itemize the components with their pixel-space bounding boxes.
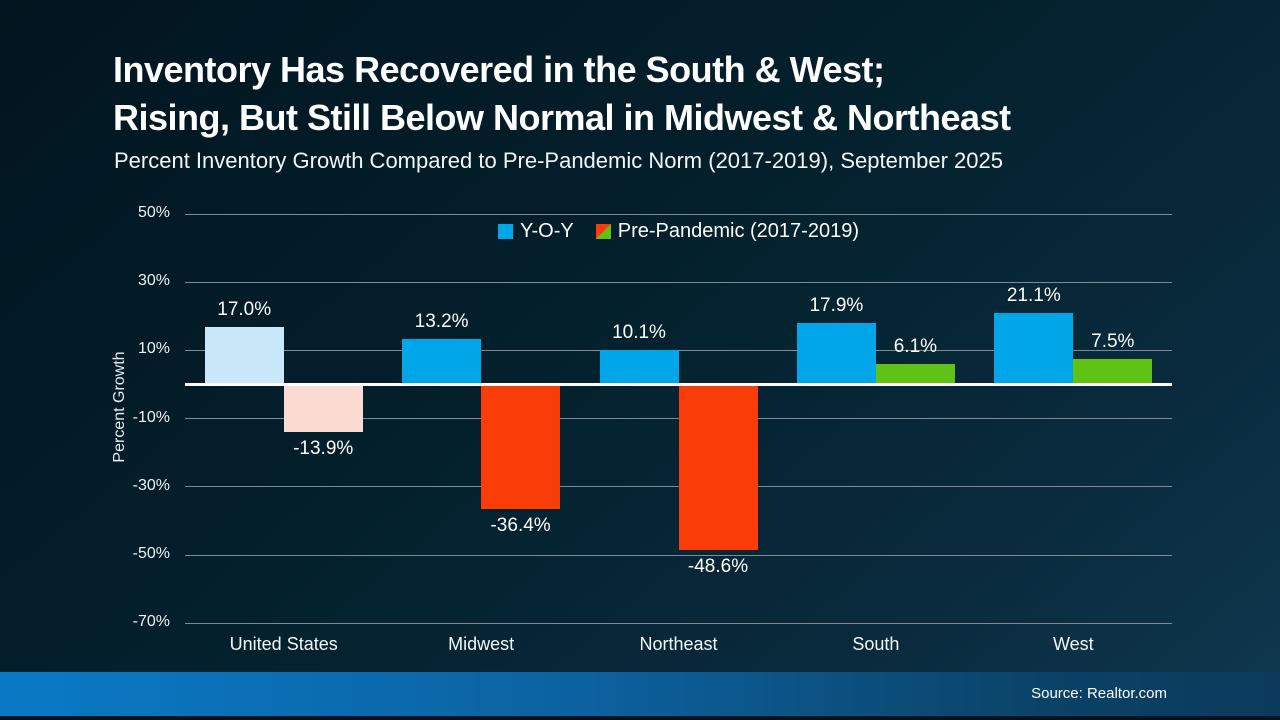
legend-item: Y-O-Y <box>498 220 574 243</box>
source-attribution: Source: Realtor.com <box>1031 685 1167 702</box>
bar-prepandemic <box>875 363 955 385</box>
gridline <box>185 349 1172 351</box>
bar-prepandemic <box>678 384 758 551</box>
y-tick-label: 10% <box>137 340 170 358</box>
y-tick-label: -30% <box>132 476 170 494</box>
category-label: Midwest <box>448 634 515 654</box>
bar-value-label: -13.9% <box>293 437 354 459</box>
bar-yoy <box>402 339 482 385</box>
chart-title-line-1: Inventory Has Recovered in the South & W… <box>113 49 885 90</box>
legend-label: Pre-Pandemic (2017-2019) <box>617 219 859 242</box>
category-label: United States <box>229 634 338 654</box>
footer-bar: Source: Realtor.com <box>0 672 1280 716</box>
legend-swatch-icon <box>498 223 513 239</box>
bar-yoy <box>994 312 1074 385</box>
bar-value-label: -36.4% <box>490 514 551 536</box>
bar-value-label: 17.9% <box>809 295 864 317</box>
bar-yoy <box>796 323 876 385</box>
y-tick-label: -50% <box>132 545 170 562</box>
bar-yoy <box>204 326 284 385</box>
gridline <box>185 622 1172 624</box>
zero-baseline <box>185 383 1172 386</box>
chart-title-line-2: Rising, But Still Below Normal in Midwes… <box>113 97 1011 138</box>
bar-value-label: 6.1% <box>893 335 938 357</box>
gridline <box>185 281 1172 283</box>
chart-legend: Y-O-Y Pre-Pandemic (2017-2019) <box>185 216 1172 246</box>
legend-label: Y-O-Y <box>520 219 574 242</box>
gridline <box>185 554 1172 556</box>
bar-value-label: 21.1% <box>1006 284 1061 306</box>
bar-value-label: 13.2% <box>414 311 469 333</box>
bar-prepandemic <box>283 384 363 432</box>
bar-prepandemic <box>481 384 561 509</box>
chart-title: Inventory Has Recovered in the South & W… <box>113 46 1011 142</box>
y-tick-label: 30% <box>137 272 170 290</box>
bar-value-label: -48.6% <box>687 556 749 578</box>
bar-prepandemic <box>1073 358 1153 385</box>
legend-item: Pre-Pandemic (2017-2019) <box>595 219 859 243</box>
category-label: Northeast <box>639 634 718 654</box>
y-tick-label: -10% <box>132 408 170 426</box>
y-tick-label: -70% <box>132 613 170 631</box>
bar-yoy <box>599 350 679 385</box>
category-label: South <box>852 634 900 654</box>
category-label: West <box>1052 634 1094 654</box>
bar-value-label: 10.1% <box>612 322 666 344</box>
gridline <box>185 213 1172 215</box>
bar-value-label: 7.5% <box>1091 330 1135 352</box>
legend-swatch-icon <box>595 223 611 239</box>
footer-bottom-strip <box>0 716 1280 720</box>
chart-subtitle: Percent Inventory Growth Compared to Pre… <box>114 148 1003 173</box>
y-tick-label: 50% <box>137 204 170 221</box>
bar-value-label: 17.0% <box>217 298 272 320</box>
